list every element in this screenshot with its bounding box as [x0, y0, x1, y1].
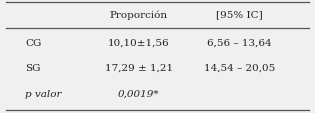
- Text: 17,29 ± 1,21: 17,29 ± 1,21: [105, 63, 173, 72]
- Text: 6,56 – 13,64: 6,56 – 13,64: [207, 39, 272, 47]
- Text: Proporción: Proporción: [110, 10, 168, 19]
- Text: 0,0019*: 0,0019*: [118, 89, 159, 98]
- Text: 14,54 – 20,05: 14,54 – 20,05: [204, 63, 275, 72]
- Text: SG: SG: [25, 63, 41, 72]
- Text: p valor: p valor: [25, 89, 62, 98]
- Text: 10,10±1,56: 10,10±1,56: [108, 39, 169, 47]
- Text: [95% IC]: [95% IC]: [216, 10, 263, 19]
- Text: CG: CG: [25, 39, 42, 47]
